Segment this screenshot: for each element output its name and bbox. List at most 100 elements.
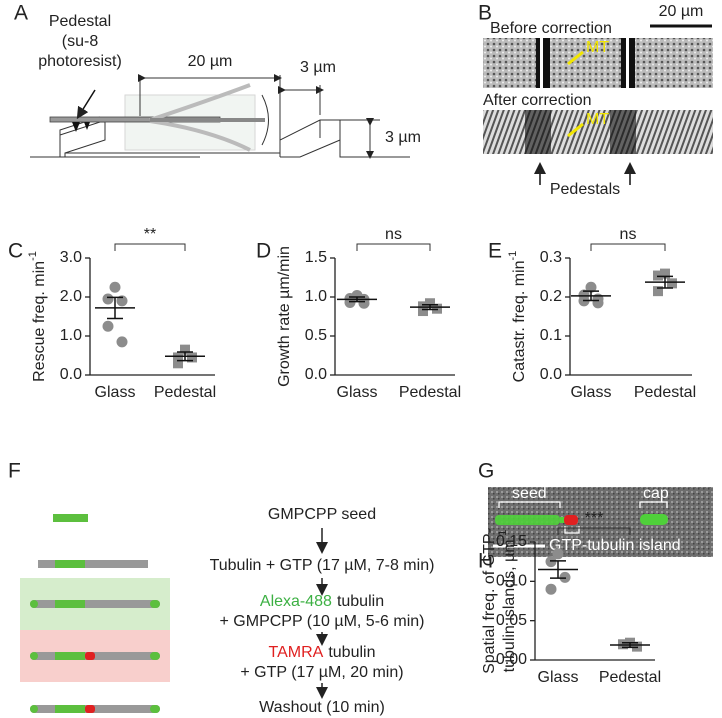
x-tick-label: Pedestal (634, 384, 696, 401)
pedestal-label: photoresist) (38, 53, 122, 70)
x-tick-label: Glass (95, 384, 136, 401)
data-point (425, 298, 435, 309)
data-point (418, 306, 428, 317)
y-tick-label: 0.3 (540, 249, 562, 266)
data-point (667, 278, 677, 289)
step-text: Alexa-488 tubulin (260, 593, 384, 610)
panel-f-diagram (20, 514, 328, 713)
data-point (180, 344, 190, 355)
y-tick-label: 1.0 (305, 288, 327, 305)
panel-label: A (14, 2, 28, 25)
error-bar (349, 296, 365, 303)
y-axis-label-sup: -1 (27, 251, 39, 261)
error-bar (583, 290, 599, 302)
panel-g-image (488, 487, 713, 557)
x-tick-label: Glass (571, 384, 612, 401)
x-tick-label: Pedestal (399, 384, 461, 401)
mt-label: MT (586, 111, 609, 128)
x-tick-label: Glass (538, 669, 579, 686)
data-point (102, 293, 114, 305)
step-text: Washout (10 min) (259, 699, 385, 716)
y-axis-label: Catastr. freq. min-1 (507, 251, 528, 383)
y-axis-label: Spatial freq. of GTP- (481, 528, 498, 674)
data-point (102, 320, 114, 332)
data-point (116, 295, 128, 307)
data-point (585, 281, 597, 293)
significance-label: *** (585, 510, 604, 527)
y-tick-label: 0.1 (540, 327, 562, 344)
significance-bracket (356, 243, 431, 251)
step-text: tubulin (337, 593, 384, 610)
y-tick-label: 0.2 (540, 288, 562, 305)
y-tick-label: 1.5 (305, 249, 327, 266)
panel-a-diagram (30, 74, 410, 159)
panel-label: D (256, 240, 271, 263)
y-axis-label: Rescue freq. min-1 (27, 251, 48, 382)
pedestal-label: (su-8 (62, 33, 99, 50)
panel-label: C (8, 240, 23, 263)
data-point (173, 358, 183, 369)
y-tick-label: 0.0 (60, 366, 82, 383)
mt-label: MT (586, 39, 609, 56)
y-tick-label: 1.0 (60, 327, 82, 344)
after-label: After correction (483, 92, 591, 109)
y-axis-label: tubulin islands, µm (501, 539, 518, 672)
data-point (187, 352, 197, 363)
data-point (358, 297, 370, 309)
y-axis-label-sup: -1 (497, 530, 509, 540)
y-axis-label: Growth rate µm/min (276, 246, 293, 387)
pedestal-label: Pedestal (49, 13, 111, 30)
data-point (632, 641, 642, 652)
error-bar (107, 296, 123, 320)
panel-b-image (483, 24, 713, 185)
scale-label: 20 µm (659, 3, 704, 20)
data-point (173, 352, 183, 363)
y-axis-label: Growth rate µm/min (276, 246, 293, 387)
y-tick-label: 0.5 (305, 327, 327, 344)
width-label: 3 µm (300, 59, 336, 76)
y-tick-label: 0.00 (496, 651, 527, 668)
data-point (109, 281, 121, 293)
data-point (618, 639, 628, 650)
data-point (116, 336, 128, 348)
data-point (653, 286, 663, 297)
cap-label: cap (643, 485, 669, 502)
data-point (545, 583, 557, 595)
highlight: Alexa-488 (260, 593, 332, 610)
y-axis-label: Rescue freq. min (31, 261, 48, 382)
panel-label: E (488, 240, 502, 263)
significance-bracket (557, 527, 631, 535)
step-text: tubulin (328, 644, 375, 661)
error-bar (422, 304, 438, 311)
length-label: 20 µm (188, 53, 233, 70)
step-text: TAMRA tubulin (269, 644, 376, 661)
data-point (660, 268, 670, 279)
y-axis-label: Catastr. freq. min (511, 260, 528, 382)
y-tick-label: 0.0 (540, 366, 562, 383)
data-point (559, 571, 571, 583)
pedestals-label: Pedestals (550, 181, 620, 198)
panel-label: G (478, 460, 494, 483)
significance-label: ns (385, 226, 402, 243)
significance-bracket (114, 243, 186, 251)
step-text: + GTP (17 µM, 20 min) (240, 664, 403, 681)
data-point (545, 556, 557, 568)
data-point (552, 548, 564, 560)
step-text: GMPCPP seed (268, 506, 376, 523)
error-bar (622, 641, 638, 649)
step-text: Tubulin + GTP (17 µM, 7-8 min) (210, 557, 435, 574)
error-bar (657, 275, 673, 289)
significance-label: ** (144, 226, 156, 243)
y-tick-label: 0.0 (305, 366, 327, 383)
significance-bracket (590, 243, 666, 251)
y-tick-label: 0.15 (496, 533, 527, 550)
x-tick-label: Pedestal (599, 669, 661, 686)
error-bar (550, 560, 566, 579)
data-point (432, 303, 442, 314)
y-tick-label: 0.05 (496, 612, 527, 629)
data-point (592, 297, 604, 309)
before-label: Before correction (490, 20, 612, 37)
height-label: 3 µm (385, 129, 421, 146)
step-text: + GMPCPP (10 µM, 5-6 min) (220, 613, 425, 630)
